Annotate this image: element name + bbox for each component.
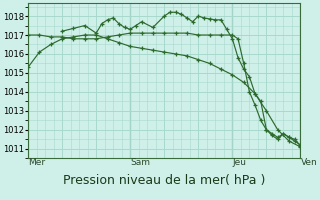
Text: Ven: Ven (300, 158, 317, 167)
Text: Sam: Sam (130, 158, 150, 167)
X-axis label: Pression niveau de la mer( hPa ): Pression niveau de la mer( hPa ) (63, 174, 266, 187)
Text: Mer: Mer (28, 158, 45, 167)
Text: Jeu: Jeu (232, 158, 246, 167)
